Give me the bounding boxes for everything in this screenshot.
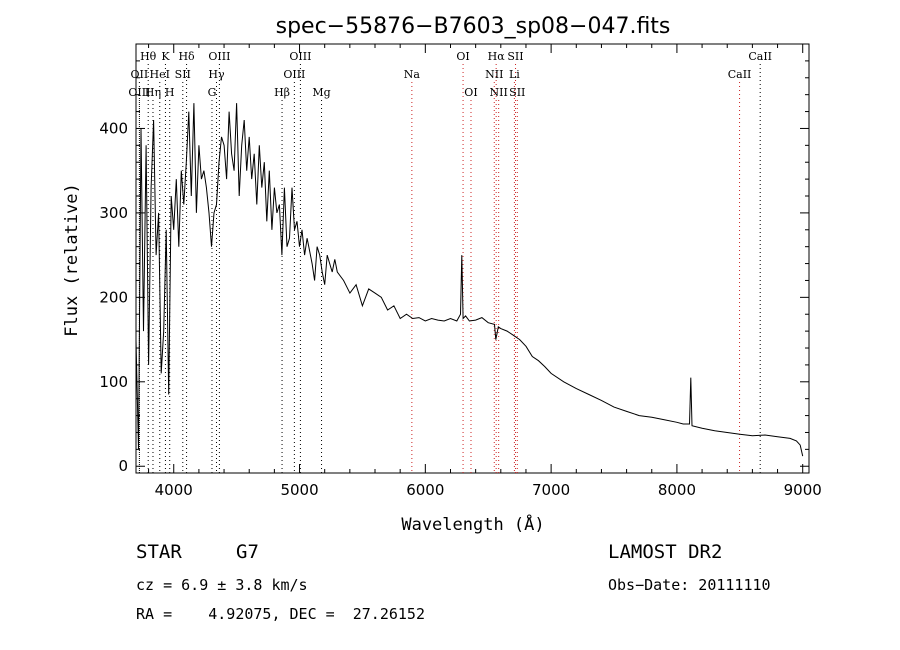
line-marker-label: SII: [175, 68, 191, 81]
y-tick-label: 100: [99, 373, 128, 391]
survey-label: LAMOST DR2: [608, 541, 723, 563]
line-marker-label: Hβ: [274, 86, 290, 99]
line-marker-label: H: [165, 86, 175, 99]
line-marker-label: OIII: [289, 50, 311, 63]
line-marker-label: SII: [507, 50, 523, 63]
sky-coordinates: RA = 4.92075, DEC = 27.26152: [136, 605, 425, 623]
object-class: STAR: [136, 541, 182, 563]
y-tick-label: 0: [118, 457, 128, 475]
spectrum-line: [135, 103, 804, 457]
line-marker-label: CaII: [728, 68, 752, 81]
x-tick-label: 7000: [532, 481, 570, 499]
line-marker-label: Hδ: [178, 50, 195, 63]
redshift-cz: cz = 6.9 ± 3.8 km/s: [136, 576, 308, 594]
y-axis-label: Flux (relative): [62, 183, 82, 337]
x-tick-label: 6000: [406, 481, 444, 499]
line-marker-label: CaII: [748, 50, 772, 63]
line-marker-label: OIII: [208, 50, 230, 63]
line-marker-label: OIII: [283, 68, 305, 81]
y-tick-label: 400: [99, 119, 128, 137]
plot-frame: [135, 43, 810, 474]
y-tick-label: 300: [99, 204, 128, 222]
observation-date: Obs−Date: 20111110: [608, 576, 771, 594]
line-marker-label: Mg: [312, 86, 330, 99]
line-marker-label: Hη: [145, 86, 161, 99]
line-marker-label: OII: [131, 68, 149, 81]
chart-title: spec−55876−B7603_sp08−047.fits: [276, 14, 671, 39]
x-tick-label: 9000: [784, 481, 822, 499]
line-marker-label: K: [161, 50, 170, 63]
line-marker-label: Hγ: [208, 68, 225, 81]
x-tick-label: 8000: [658, 481, 696, 499]
line-marker-label: Hθ: [140, 50, 157, 63]
line-marker-label: Na: [404, 68, 421, 81]
x-tick-label: 5000: [280, 481, 318, 499]
object-subclass: G7: [236, 541, 259, 563]
x-tick-label: 4000: [155, 481, 193, 499]
line-marker-label: OI: [464, 86, 477, 99]
line-marker-label: HeI: [150, 68, 170, 81]
line-marker-label: NII: [485, 68, 503, 81]
line-marker-label: Li: [509, 68, 520, 81]
line-marker-label: NII: [490, 86, 508, 99]
x-axis-label: Wavelength (Å): [401, 513, 544, 535]
line-marker-label: OI: [456, 50, 469, 63]
line-marker-label: G: [208, 86, 217, 99]
line-marker-label: SII: [509, 86, 525, 99]
line-marker-label: OIII: [128, 86, 150, 99]
y-tick-label: 200: [99, 288, 128, 306]
axis-ticks: 4000 5000 6000 7000 8000 9000 0 100 200 300 400: [99, 44, 822, 499]
line-marker-label: Hα: [488, 50, 506, 63]
